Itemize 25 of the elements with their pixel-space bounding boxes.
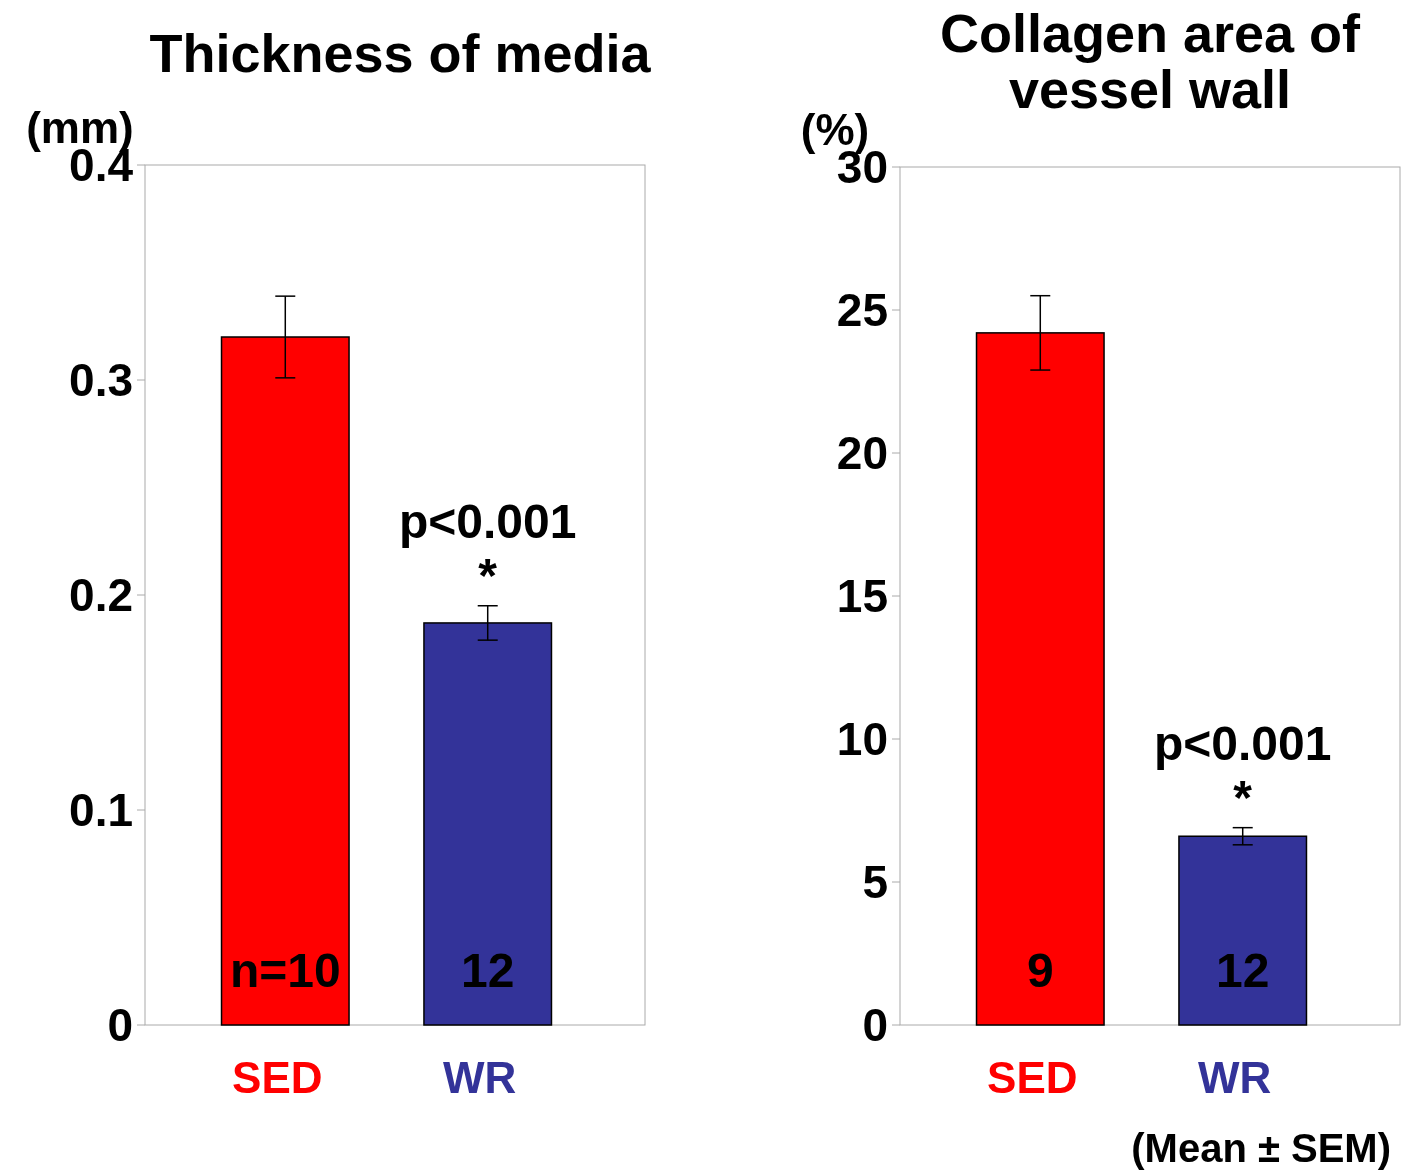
annotation: n=10: [229, 944, 341, 997]
y-tick-label: 0: [107, 999, 133, 1052]
y-tick-label: 5: [862, 856, 888, 909]
y-tick-label: 15: [836, 570, 888, 623]
y-tick-label: 0.3: [69, 354, 133, 407]
y-tick-label: 0: [862, 999, 888, 1052]
annotation: 12: [1216, 944, 1270, 997]
y-tick-label: 20: [836, 427, 888, 480]
annotation: p<0.001: [1153, 716, 1332, 770]
annotation: *: [1233, 770, 1253, 824]
text: (Mean ± SEM): [1131, 1126, 1391, 1170]
annotation: *: [478, 548, 498, 602]
y-tick-label: 10: [836, 713, 888, 766]
annotation: p<0.001: [398, 494, 577, 548]
y-tick-label: 0.2: [69, 569, 133, 622]
x-tick-label: WR: [1198, 1053, 1272, 1102]
chart-title: Thickness of media: [149, 23, 652, 83]
annotation: 12: [461, 944, 515, 997]
x-tick-label: WR: [443, 1053, 517, 1102]
y-tick-label: 0.1: [69, 784, 133, 837]
chart-title: Collagen area of vessel wall: [939, 3, 1362, 119]
x-tick-label: SED: [987, 1053, 1078, 1102]
x-tick-label: SED: [232, 1053, 323, 1102]
annotation: 9: [1026, 944, 1054, 997]
y-tick-label: 25: [836, 284, 888, 337]
